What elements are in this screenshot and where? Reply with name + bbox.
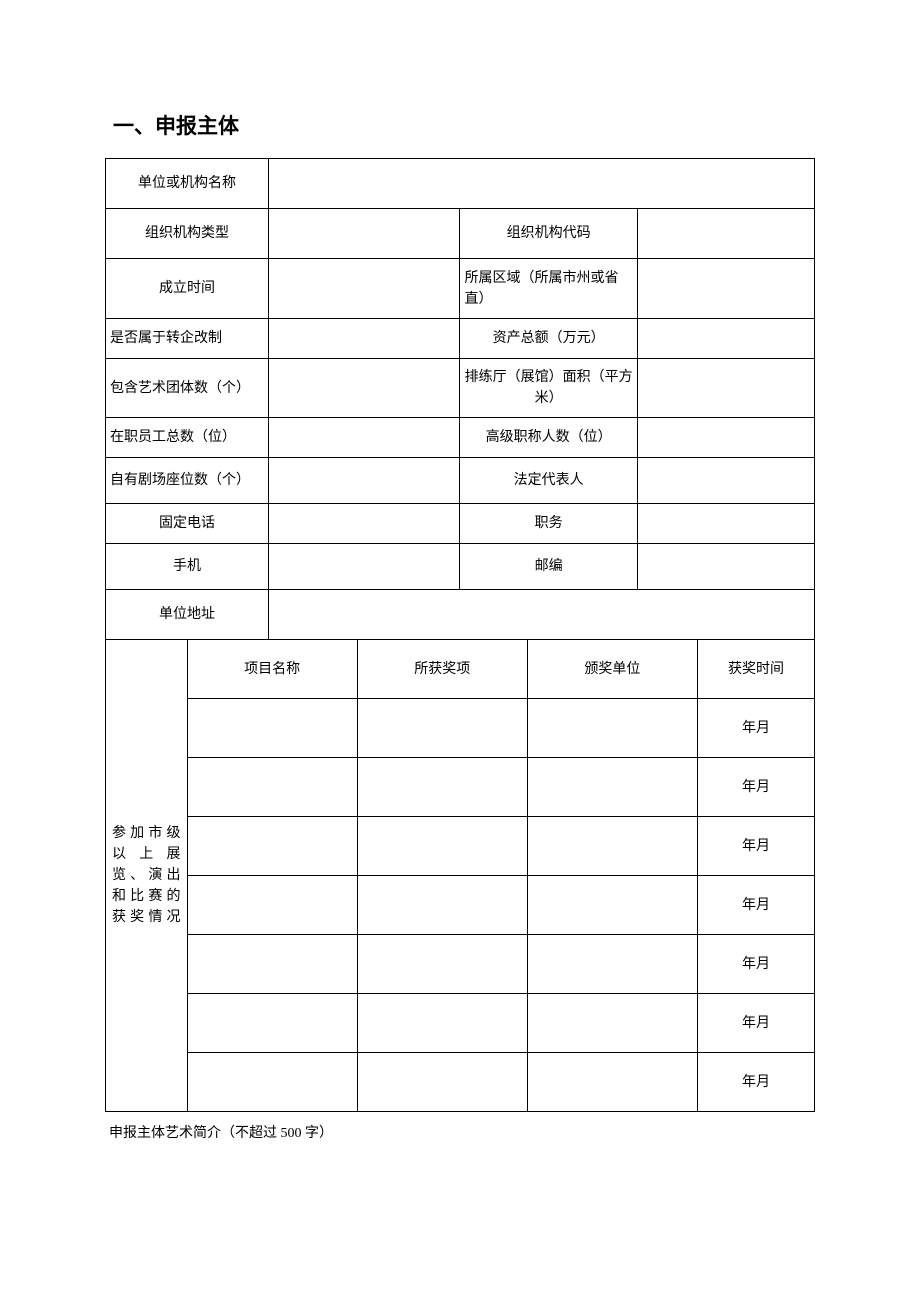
awards-cell-time: 年月 [698,876,815,935]
awards-row: 年月 [106,876,815,935]
awards-row: 年月 [106,1053,815,1112]
value-restructured [269,319,460,359]
awards-cell-award [357,876,527,935]
label-restructured: 是否属于转企改制 [106,319,269,359]
awards-cell-project [187,935,357,994]
label-legal-rep: 法定代表人 [460,458,637,504]
value-org-type [269,209,460,259]
awards-header-issuer: 颁奖单位 [527,640,697,699]
label-org-code: 组织机构代码 [460,209,637,259]
awards-cell-issuer [527,876,697,935]
awards-cell-time: 年月 [698,817,815,876]
awards-cell-issuer [527,1053,697,1112]
awards-cell-issuer [527,994,697,1053]
label-org-type: 组织机构类型 [106,209,269,259]
awards-row: 年月 [106,994,815,1053]
awards-cell-project [187,699,357,758]
value-troupes [269,359,460,418]
awards-cell-award [357,1053,527,1112]
label-staff: 在职员工总数（位） [106,418,269,458]
awards-side-label: 参加市级以上展览、演出和比赛的获奖情况 [106,640,188,1112]
value-seats [269,458,460,504]
value-assets [637,319,814,359]
awards-header-award: 所获奖项 [357,640,527,699]
awards-row: 年月 [106,758,815,817]
value-staff [269,418,460,458]
awards-table: 参加市级以上展览、演出和比赛的获奖情况 项目名称 所获奖项 颁奖单位 获奖时间 … [105,639,815,1112]
label-org-name: 单位或机构名称 [106,159,269,209]
value-mobile [269,544,460,590]
value-legal-rep [637,458,814,504]
awards-cell-time: 年月 [698,994,815,1053]
awards-header-project: 项目名称 [187,640,357,699]
value-founded [269,259,460,319]
awards-cell-project [187,758,357,817]
awards-cell-award [357,935,527,994]
awards-row: 年月 [106,699,815,758]
value-org-name [269,159,815,209]
label-mobile: 手机 [106,544,269,590]
applicant-info-table: 单位或机构名称 组织机构类型 组织机构代码 成立时间 所属区域（所属市州或省直）… [105,158,815,640]
label-assets: 资产总额（万元） [460,319,637,359]
label-hall-area: 排练厅（展馆）面积（平方米） [460,359,637,418]
value-address [269,590,815,640]
label-seats: 自有剧场座位数（个） [106,458,269,504]
awards-cell-time: 年月 [698,935,815,994]
awards-cell-award [357,994,527,1053]
value-region [637,259,814,319]
awards-cell-issuer [527,817,697,876]
value-org-code [637,209,814,259]
label-address: 单位地址 [106,590,269,640]
label-founded: 成立时间 [106,259,269,319]
awards-cell-issuer [527,758,697,817]
value-phone [269,504,460,544]
awards-row: 年月 [106,935,815,994]
label-region: 所属区域（所属市州或省直） [460,259,637,319]
awards-cell-time: 年月 [698,758,815,817]
awards-row: 年月 [106,817,815,876]
label-position: 职务 [460,504,637,544]
value-position [637,504,814,544]
value-postcode [637,544,814,590]
footnote: 申报主体艺术简介（不超过 500 字） [109,1122,815,1142]
section-heading: 一、申报主体 [113,110,815,140]
awards-cell-issuer [527,699,697,758]
awards-cell-time: 年月 [698,699,815,758]
awards-cell-award [357,817,527,876]
awards-cell-project [187,994,357,1053]
awards-header-time: 获奖时间 [698,640,815,699]
awards-cell-project [187,817,357,876]
label-phone: 固定电话 [106,504,269,544]
awards-cell-project [187,1053,357,1112]
awards-cell-award [357,758,527,817]
label-postcode: 邮编 [460,544,637,590]
awards-cell-award [357,699,527,758]
page: 一、申报主体 单位或机构名称 组织机构类型 组织机构代码 成立时间 所属区域（所… [0,0,920,1301]
label-troupes: 包含艺术团体数（个） [106,359,269,418]
value-senior [637,418,814,458]
awards-cell-time: 年月 [698,1053,815,1112]
value-hall-area [637,359,814,418]
awards-cell-project [187,876,357,935]
awards-cell-issuer [527,935,697,994]
label-senior: 高级职称人数（位） [460,418,637,458]
